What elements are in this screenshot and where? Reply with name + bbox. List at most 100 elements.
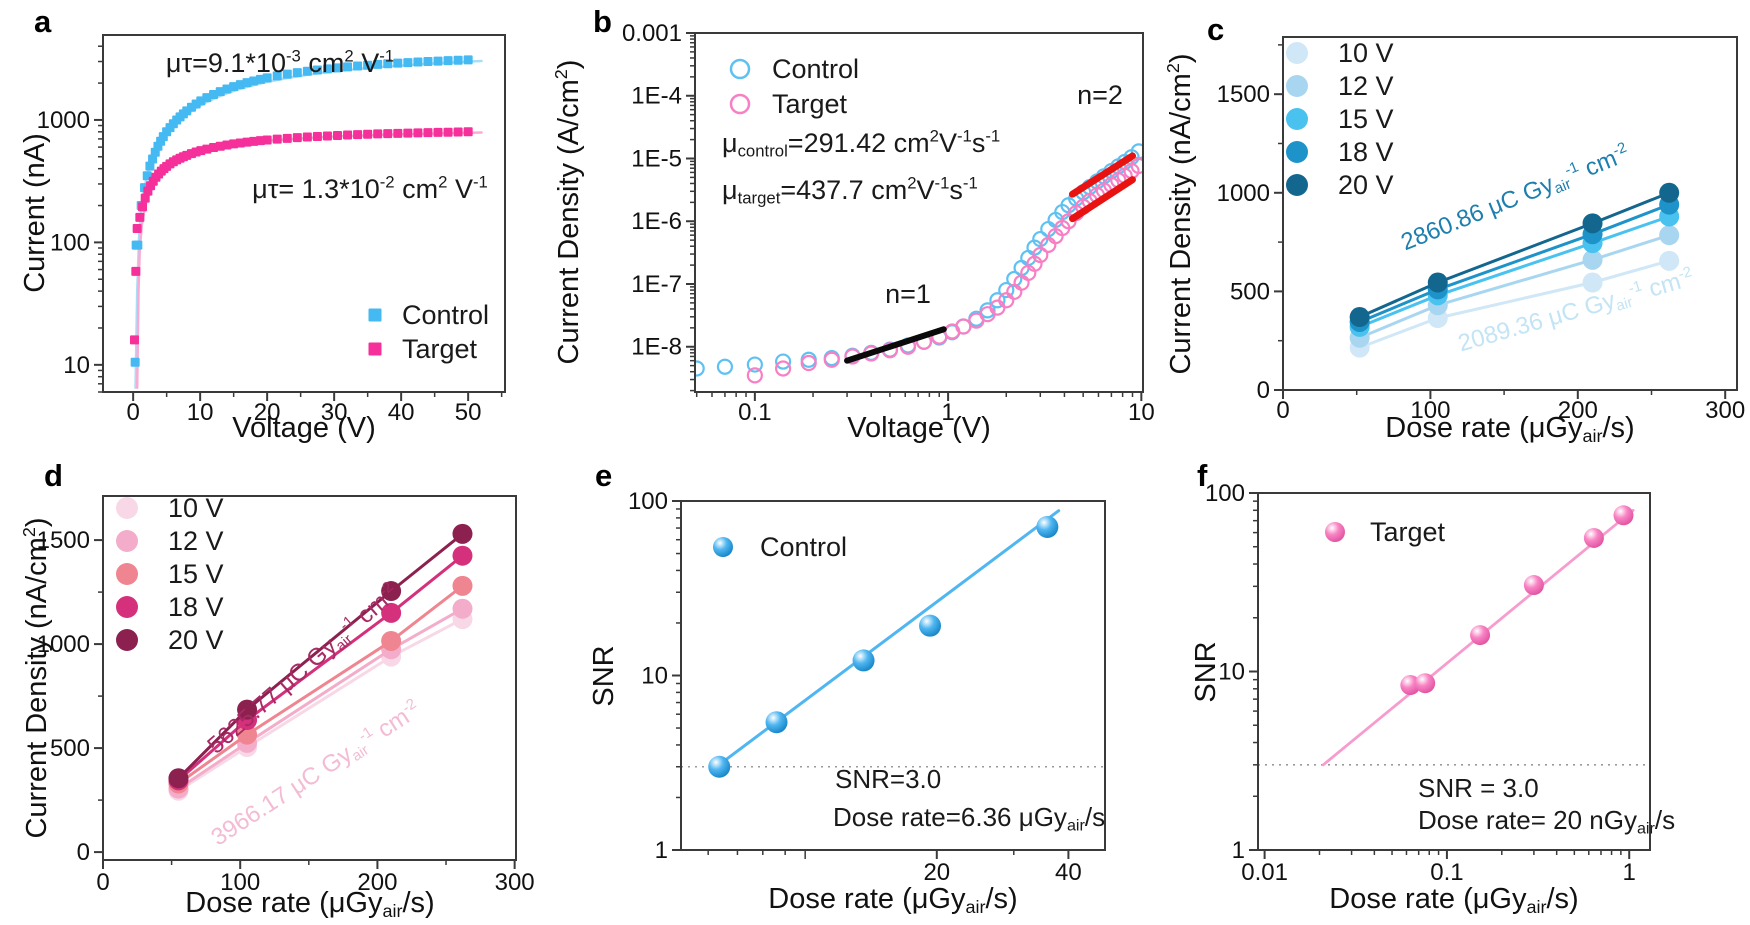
data-point [1582,249,1603,270]
data-point [363,129,373,139]
data-point [373,59,383,69]
y-tick-label: 1000 [37,631,90,658]
legend-marker [1286,174,1308,196]
data-point [282,133,292,143]
data-point [423,128,433,138]
data-point [1582,213,1603,234]
y-tick-label: 1E-7 [631,271,682,298]
annotation: μtarget=437.7 cm2V-1s-1 [722,174,978,208]
panel-e: 20 40 1 10 100 Dose rate (μGyair/s) SNR e SNR=3.… [555,440,1150,925]
y-axis: 0 500 1000 1500 [37,527,103,866]
legend-label: Control [402,300,489,330]
data-point [381,602,402,623]
legend-marker [729,93,751,115]
panel-letter: e [595,458,612,493]
panel-a-chart: 0 10 20 30 40 50 10 100 1000 Voltage (V) Current (… [19,4,506,444]
data-point [381,630,402,651]
data-point [168,768,189,789]
series-line [177,584,464,785]
data-point [135,212,145,222]
data-point [237,699,258,720]
annotation: n=2 [1077,80,1123,110]
legend: 10 V12 V15 V18 V20 V [116,493,224,655]
legend-marker [1286,108,1308,130]
data-point [453,55,463,65]
legend: Control Target [368,300,489,364]
data-point [131,266,141,276]
data-point [353,130,363,140]
legend-label: Target [1370,517,1446,547]
legend-marker [1286,141,1308,163]
annotation: Dose rate=6.36 μGyair/s [833,802,1105,834]
data-point [413,57,423,67]
x-tick-label: 20 [923,859,950,886]
x-axis: 20 40 [707,850,1082,886]
data-point [800,351,817,368]
x-tick-label: 0 [1276,397,1289,424]
x-tick-label: 20 [254,399,281,426]
x-tick-label: 1 [1623,859,1636,886]
series-control [708,515,1059,778]
x-axis: 0 100 200 300 [1276,390,1745,424]
data-point [1130,157,1144,175]
legend-marker [729,58,751,80]
x-axis: 0 100 200 300 [96,860,535,896]
data-point [1036,515,1059,538]
legend-label: 10 V [1338,38,1394,68]
panel-letter: a [34,4,52,39]
data-point [1659,250,1680,271]
panel-b: 0.1 1 10 0.001 1E-4 1E-5 1E-6 1E-7 1E-8 Voltage (… [540,0,1155,450]
data-point [353,61,363,71]
y-axis-title: Current Density (nA/cm2) [1163,53,1197,374]
data-point [138,202,148,212]
data-point [413,128,423,138]
data-point [148,154,158,164]
legend-label: 12 V [168,526,224,556]
legend-label: Control [772,54,859,84]
legend-marker [368,308,382,322]
plot-frame [102,34,506,393]
data-point [823,351,840,368]
data-point [919,614,942,637]
y-tick-label: 0 [77,839,90,866]
data-point [393,128,403,138]
data-point [443,56,453,66]
series-line [177,617,464,793]
data-point [716,358,734,375]
data-point [746,356,763,373]
data-point [452,523,473,544]
annotation: SNR = 3.0 [1418,773,1539,803]
x-tick-label: 40 [388,399,415,426]
series-layer [129,55,483,389]
y-tick-label: 10 [641,663,668,690]
x-axis: 0 10 20 30 40 50 [126,392,503,426]
legend-marker [368,342,382,356]
x-tick-label: 100 [220,869,260,896]
data-point [1470,625,1491,646]
y-axis: 10 100 1000 [37,45,103,393]
data-point [130,357,140,367]
annotation: μτ=9.1*10-3 cm2 V-1 [166,47,394,78]
y-axis-title: SNR [1190,641,1222,702]
series-line [1358,259,1671,350]
y-tick-label: 10 [1218,659,1245,686]
panel-c-chart: 0 100 200 300 0 500 1000 1500 Dose rate (μGyair/… [1163,12,1745,446]
series-target [129,127,473,345]
legend-marker [1325,522,1345,542]
y-tick-label: 1000 [37,107,90,134]
legend-marker [116,530,138,552]
x-tick-label: 200 [1558,397,1598,424]
data-point [129,335,139,345]
y-axis: 0 500 1000 1500 [1217,44,1283,404]
legend-marker [116,497,138,519]
data-point [140,193,150,203]
data-point [708,755,731,778]
legend-label: 10 V [168,493,224,523]
legend-marker [1286,42,1308,64]
y-tick-label: 10 [63,352,90,379]
x-tick-label: 200 [357,869,397,896]
x-tick-label: 0 [96,869,109,896]
data-point [1523,575,1544,596]
x-tick-label: 40 [1055,859,1082,886]
